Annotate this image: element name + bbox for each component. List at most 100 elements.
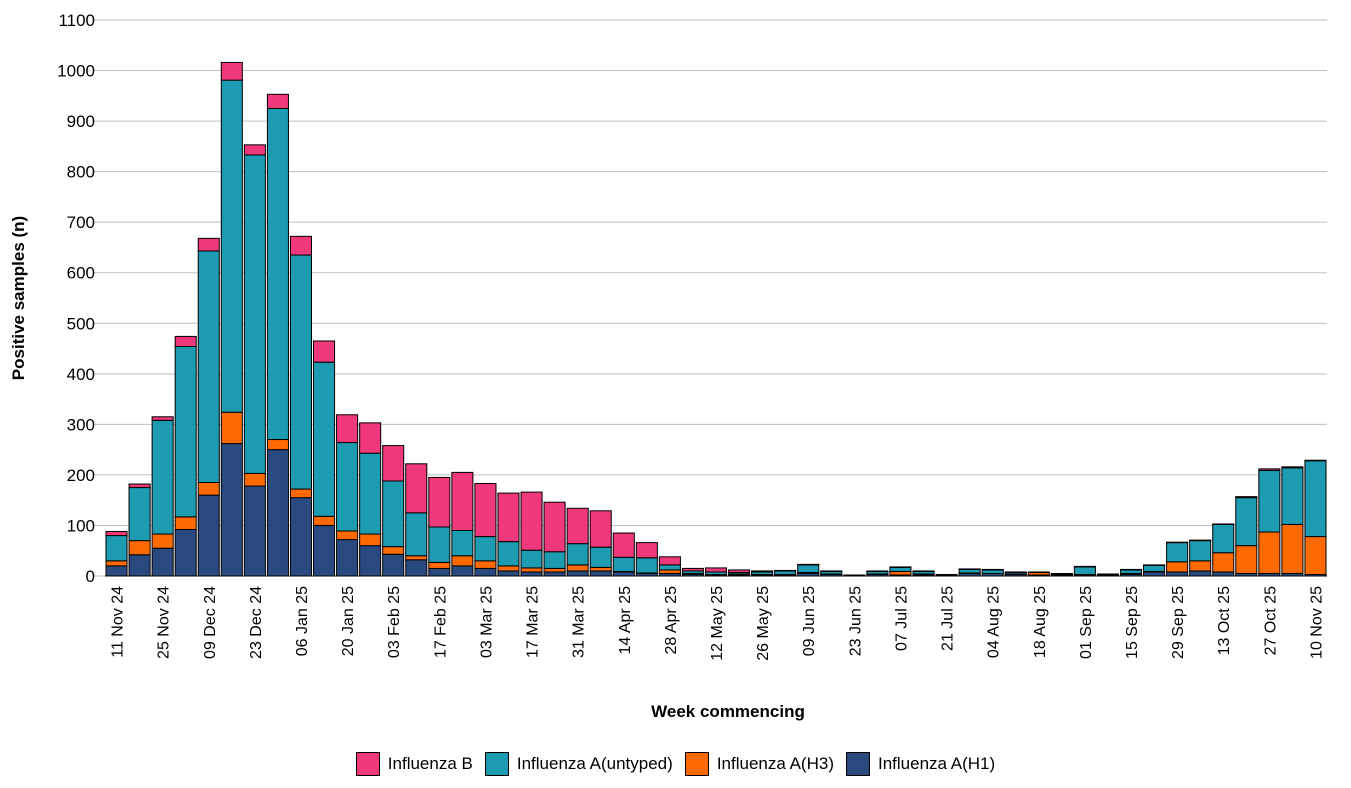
bar-influenza-a-untyped-14-apr-25 [612, 556, 635, 572]
x-tick-label: 17 Feb 25 [432, 586, 449, 658]
bar-influenza-a-h3-10-nov-25 [1304, 536, 1327, 575]
bar-influenza-a-untyped-10-feb-25 [405, 512, 428, 557]
legend-item: Influenza A(H1) [846, 752, 995, 776]
bar-influenza-a-untyped-27-jan-25 [359, 452, 382, 535]
bar-influenza-a-h3-13-jan-25 [313, 515, 336, 526]
bar-influenza-b-25-aug-25 [1050, 572, 1073, 575]
legend-swatch [355, 752, 380, 776]
bar-influenza-a-h3-24-mar-25 [543, 567, 566, 573]
bar-influenza-b-21-apr-25 [635, 542, 658, 559]
bar-influenza-b-01-sep-25 [1073, 565, 1096, 568]
bar-influenza-b-07-apr-25 [589, 510, 612, 548]
bar-influenza-a-h1-20-jan-25 [336, 539, 359, 577]
bar-influenza-a-h1-31-mar-25 [566, 570, 589, 577]
bar-influenza-b-13-jan-25 [313, 340, 336, 363]
y-tick-label: 800 [67, 163, 95, 182]
legend-item: Influenza B [355, 752, 473, 776]
bar-influenza-b-20-oct-25 [1235, 496, 1258, 499]
legend-label: Influenza A(untyped) [516, 754, 673, 773]
bar-influenza-a-untyped-23-jun-25 [843, 574, 866, 576]
bar-influenza-a-h3-06-oct-25 [1189, 560, 1212, 572]
bar-influenza-b-17-mar-25 [520, 491, 543, 551]
legend-swatch [846, 752, 870, 776]
bar-influenza-b-13-oct-25 [1212, 523, 1235, 525]
x-tick-label: 27 Oct 25 [1262, 586, 1279, 655]
legend-label: Influenza A(H3) [716, 754, 834, 773]
bar-influenza-b-03-feb-25 [382, 445, 405, 482]
bar-influenza-a-untyped-10-nov-25 [1304, 460, 1327, 538]
bar-influenza-a-h3-02-dec-24 [174, 516, 197, 530]
bar-influenza-a-h3-13-oct-25 [1212, 552, 1235, 573]
bar-influenza-a-untyped-11-nov-24 [105, 535, 128, 562]
x-tick-label: 11 Nov 24 [110, 586, 127, 658]
bar-influenza-b-16-dec-24 [220, 61, 243, 81]
bar-influenza-a-h3-17-feb-25 [428, 561, 451, 569]
bar-influenza-a-h3-31-mar-25 [566, 564, 589, 572]
bar-influenza-b-28-jul-25 [958, 568, 981, 570]
bar-influenza-a-h3-24-feb-25 [451, 555, 474, 567]
y-tick-label: 0 [86, 567, 95, 586]
bar-influenza-a-untyped-04-aug-25 [981, 569, 1004, 574]
legend-item: Influenza A(untyped) [484, 752, 673, 776]
x-tick-label: 03 Mar 25 [478, 586, 495, 658]
bar-influenza-a-untyped-22-sep-25 [1143, 564, 1166, 572]
bar-influenza-a-h3-10-mar-25 [497, 565, 520, 572]
bar-influenza-a-h1-27-jan-25 [359, 545, 382, 577]
bar-influenza-a-h3-09-dec-24 [197, 481, 220, 496]
bar-influenza-a-untyped-20-jan-25 [336, 442, 359, 532]
bar-influenza-b-24-mar-25 [543, 501, 566, 553]
x-tick-label: 23 Jun 25 [847, 586, 864, 656]
x-tick-label: 12 May 25 [709, 586, 726, 661]
bar-influenza-b-16-jun-25 [820, 570, 843, 572]
bar-influenza-a-untyped-30-dec-24 [266, 107, 289, 441]
bar-influenza-a-untyped-21-jul-25 [935, 573, 958, 576]
x-tick-label: 18 Aug 25 [1032, 586, 1049, 658]
bar-influenza-a-untyped-24-feb-25 [451, 530, 474, 557]
bar-influenza-a-untyped-25-nov-24 [151, 419, 174, 535]
bar-influenza-a-untyped-07-jul-25 [889, 566, 912, 572]
bar-influenza-b-14-apr-25 [612, 532, 635, 558]
x-tick-label: 01 Sep 25 [1078, 586, 1095, 659]
bar-influenza-a-untyped-16-dec-24 [220, 79, 243, 413]
bar-influenza-a-h3-29-sep-25 [1166, 561, 1189, 573]
bar-influenza-a-untyped-18-nov-24 [128, 487, 151, 542]
y-tick-label: 100 [67, 516, 95, 535]
bar-influenza-a-h1-07-apr-25 [589, 570, 612, 577]
x-tick-label: 21 Jul 25 [940, 586, 957, 651]
bar-influenza-a-untyped-24-mar-25 [543, 551, 566, 569]
bar-influenza-a-untyped-23-dec-24 [243, 154, 266, 474]
legend-swatch [484, 752, 509, 776]
bar-influenza-a-h3-07-jul-25 [889, 570, 912, 576]
bar-influenza-a-untyped-03-feb-25 [382, 480, 405, 548]
bar-influenza-a-untyped-01-sep-25 [1073, 566, 1096, 575]
bar-influenza-a-untyped-07-apr-25 [589, 546, 612, 568]
bar-influenza-a-h1-02-dec-24 [174, 528, 197, 577]
bar-influenza-b-10-feb-25 [405, 463, 428, 514]
x-tick-label: 06 Jan 25 [294, 586, 311, 656]
bar-influenza-a-h1-06-oct-25 [1189, 570, 1212, 577]
x-axis-label: Week commencing [651, 702, 805, 721]
bar-influenza-a-untyped-28-jul-25 [958, 568, 981, 574]
bar-influenza-a-h1-17-feb-25 [428, 567, 451, 577]
bar-influenza-b-09-jun-25 [797, 563, 820, 566]
y-tick-label: 600 [67, 264, 95, 283]
bar-influenza-a-h1-13-jan-25 [313, 524, 336, 577]
bar-influenza-a-untyped-13-oct-25 [1212, 523, 1235, 554]
bar-influenza-a-untyped-29-sep-25 [1166, 542, 1189, 563]
bar-influenza-a-h1-16-dec-24 [220, 443, 243, 577]
bar-influenza-a-h1-13-oct-25 [1212, 571, 1235, 577]
bar-influenza-b-20-jan-25 [336, 414, 359, 444]
bar-influenza-a-untyped-09-jun-25 [797, 564, 820, 573]
x-tick-label: 17 Mar 25 [525, 586, 542, 658]
bar-influenza-a-h1-03-feb-25 [382, 553, 405, 577]
bar-influenza-a-h1-22-sep-25 [1143, 571, 1166, 577]
bar-influenza-a-untyped-18-aug-25 [1027, 571, 1050, 573]
bar-influenza-b-23-dec-24 [243, 144, 266, 156]
y-tick-label: 1000 [57, 62, 95, 81]
bar-influenza-a-untyped-17-mar-25 [520, 549, 543, 569]
bar-influenza-b-10-nov-25 [1304, 459, 1327, 462]
bar-influenza-b-12-may-25 [704, 567, 728, 573]
x-tick-label: 10 Nov 25 [1308, 586, 1325, 659]
bar-influenza-a-h3-03-feb-25 [382, 546, 405, 555]
x-tick-label: 13 Oct 25 [1216, 586, 1233, 655]
